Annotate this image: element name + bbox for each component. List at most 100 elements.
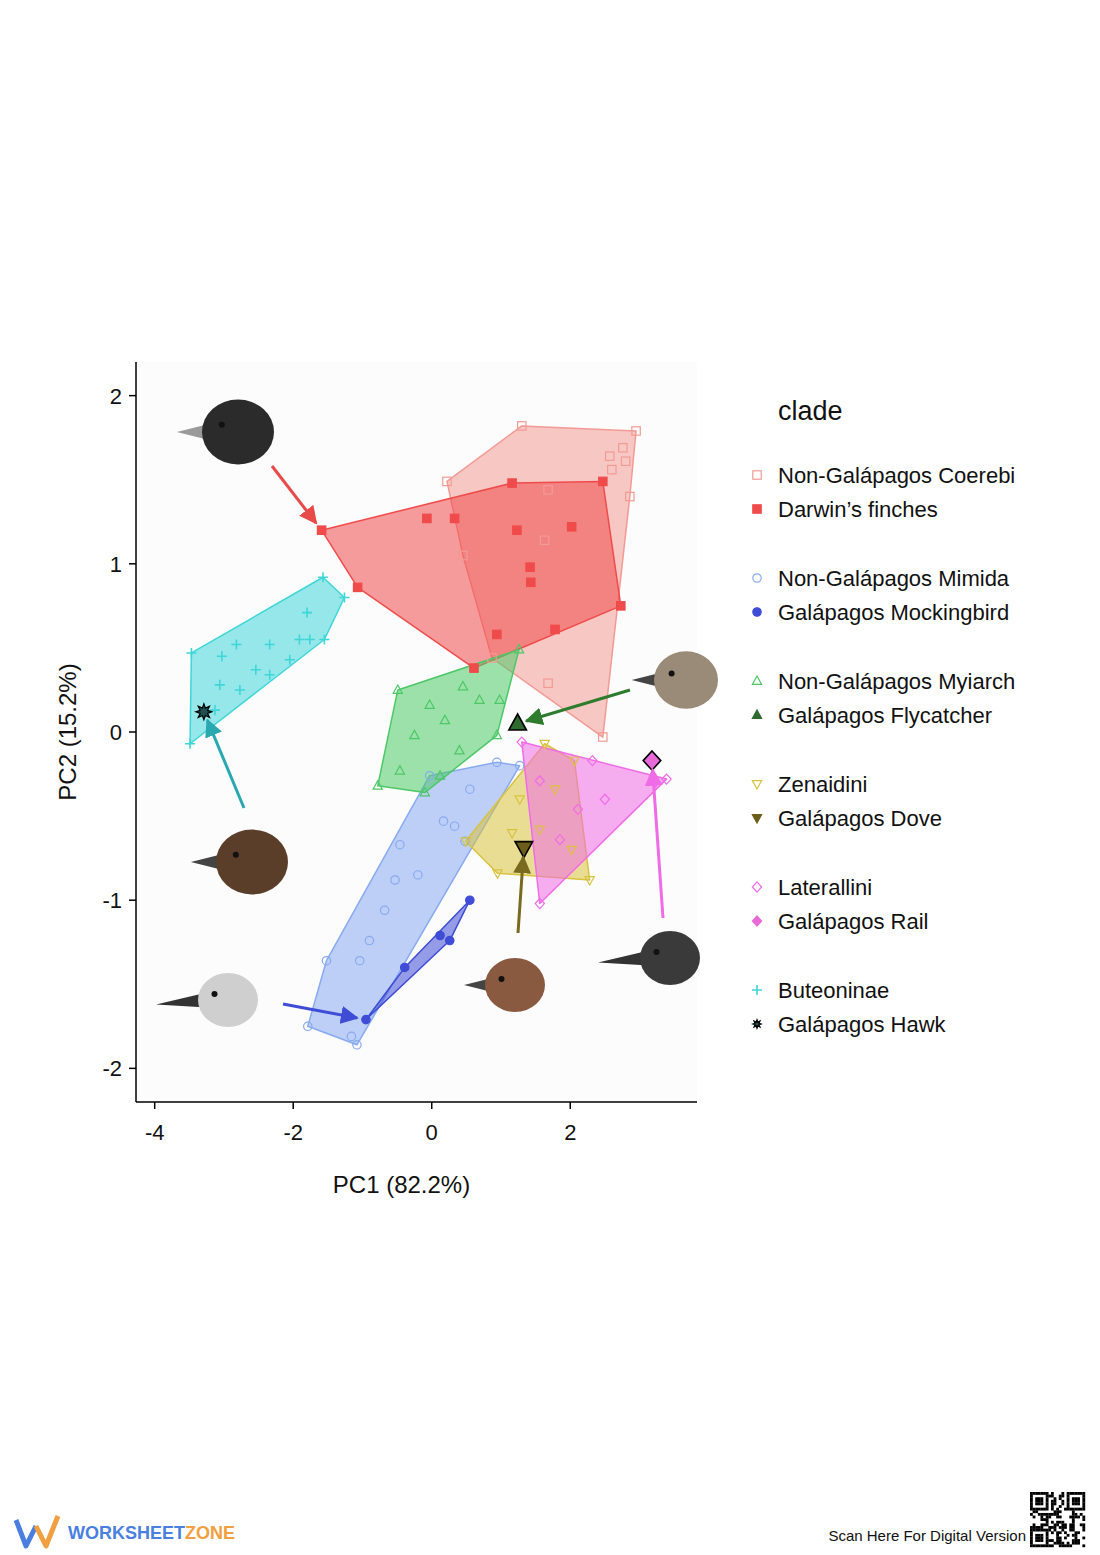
qr-cell: [1061, 1542, 1064, 1545]
x-tick: [292, 1102, 294, 1109]
qr-cell: [1061, 1492, 1064, 1495]
qr-cell: [1056, 1510, 1059, 1513]
y-axis-title: PC2 (15.2%): [54, 663, 81, 800]
legend-label: Non-Galápagos Mimida: [778, 566, 1010, 591]
qr-cell: [1046, 1523, 1049, 1526]
qr-cell: [1043, 1544, 1046, 1547]
bird-illustration: [177, 400, 274, 465]
qr-cell: [1075, 1502, 1078, 1505]
qr-cell: [1046, 1513, 1049, 1516]
qr-cell: [1048, 1526, 1051, 1529]
bird-eye: [219, 422, 225, 428]
qr-cell: [1040, 1497, 1043, 1500]
qr-cell: [1075, 1542, 1078, 1545]
data-point: [470, 664, 478, 672]
legend-marker: [752, 710, 761, 718]
bird-illustration: [156, 973, 258, 1027]
qr-cell: [1038, 1529, 1041, 1532]
qr-cell: [1043, 1508, 1046, 1511]
qr-cell: [1051, 1495, 1054, 1498]
data-point: [396, 840, 404, 848]
qr-cell: [1051, 1531, 1054, 1534]
qr-cell: [1035, 1502, 1038, 1505]
data-point: [621, 457, 629, 465]
qr-cell: [1067, 1502, 1070, 1505]
qr-cell: [1075, 1508, 1078, 1511]
legend-marker: [752, 916, 761, 926]
data-point: [339, 592, 349, 602]
qr-cell: [1077, 1500, 1080, 1503]
qr-cell: [1040, 1518, 1043, 1521]
qr-cell: [1030, 1539, 1033, 1542]
qr-cell: [1046, 1516, 1049, 1519]
arrow: [526, 690, 630, 721]
arrow: [518, 857, 523, 933]
arrow: [653, 770, 663, 918]
legend-entry: Galápagos Mockingbird: [753, 600, 1009, 625]
qr-cell: [1046, 1539, 1049, 1542]
qr-cell: [1082, 1537, 1085, 1540]
qr-cell: [1069, 1508, 1072, 1511]
legend-label: Galápagos Mockingbird: [778, 600, 1009, 625]
qr-cell: [1067, 1492, 1070, 1495]
qr-cell: [1072, 1497, 1075, 1500]
data-point: [515, 761, 523, 769]
qr-cell: [1072, 1529, 1075, 1532]
data-point: [356, 957, 364, 965]
qr-cell: [1082, 1500, 1085, 1503]
data-point: [393, 685, 402, 693]
legend-marker: [753, 574, 761, 582]
qr-cell: [1033, 1526, 1036, 1529]
qr-cell: [1035, 1544, 1038, 1547]
qr-cell: [1056, 1508, 1059, 1511]
data-point: [353, 1041, 361, 1049]
bird-eye: [233, 852, 239, 858]
qr-cell: [1051, 1500, 1054, 1503]
qr-cell: [1030, 1505, 1033, 1508]
qr-cell: [1054, 1500, 1057, 1503]
qr-cell: [1064, 1537, 1067, 1540]
qr-cell: [1056, 1534, 1059, 1537]
qr-cell: [1046, 1505, 1049, 1508]
data-point: [544, 486, 552, 494]
data-point: [420, 788, 429, 796]
qr-cell: [1061, 1544, 1064, 1547]
qr-cell: [1030, 1537, 1033, 1540]
qr-cell: [1072, 1518, 1075, 1521]
qr-cell: [1064, 1544, 1067, 1547]
qr-cell: [1072, 1508, 1075, 1511]
qr-cell: [1056, 1521, 1059, 1524]
qr-cell: [1040, 1526, 1043, 1529]
qr-cell: [1061, 1502, 1064, 1505]
brand: WORKSHEETZONE: [68, 1523, 235, 1543]
legend-entry: Galápagos Dove: [752, 806, 942, 831]
qr-cell: [1067, 1542, 1070, 1545]
data-point: [353, 583, 361, 591]
qr-cell: [1054, 1523, 1057, 1526]
qr-cell: [1067, 1534, 1070, 1537]
data-point: [643, 751, 661, 770]
qr-cell: [1056, 1542, 1059, 1545]
qr-cell: [1043, 1513, 1046, 1516]
data-point: [518, 422, 526, 430]
x-tick-label: 2: [564, 1120, 576, 1145]
data-point: [319, 634, 329, 644]
data-point: [414, 871, 422, 879]
qr-cell: [1046, 1529, 1049, 1532]
qr-cell: [1030, 1531, 1033, 1534]
qr-cell: [1033, 1544, 1036, 1547]
qr-cell: [1046, 1497, 1049, 1500]
data-point: [588, 756, 597, 766]
qr-cell: [1080, 1492, 1083, 1495]
data-point: [493, 870, 502, 878]
data-point: [391, 876, 399, 884]
qr-cell: [1072, 1534, 1075, 1537]
data-point: [662, 774, 671, 784]
data-point: [425, 772, 433, 780]
data-point: [585, 877, 594, 885]
clade-hull: [366, 900, 470, 1019]
qr-cell: [1033, 1492, 1036, 1495]
data-point: [302, 608, 312, 618]
qr-cell: [1056, 1523, 1059, 1526]
qr-cell: [1082, 1529, 1085, 1532]
